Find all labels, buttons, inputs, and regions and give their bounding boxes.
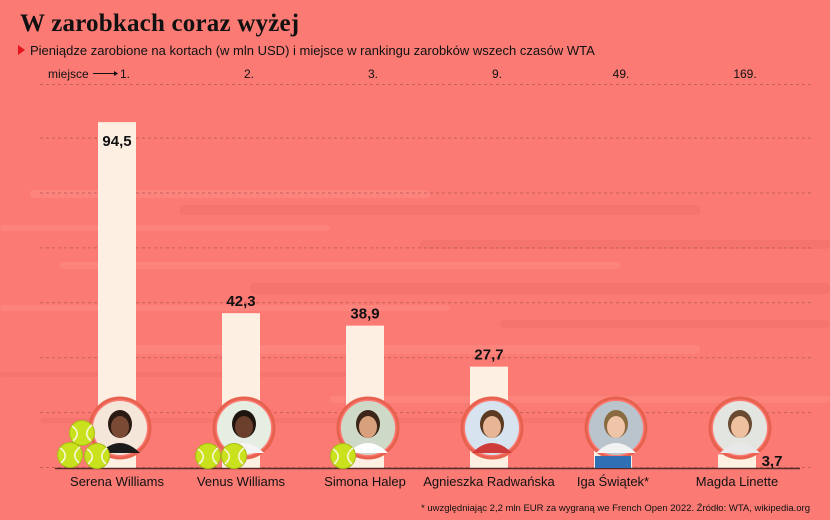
ball-seam [223, 448, 231, 465]
avatar-shirt [720, 443, 760, 453]
ball-body [57, 442, 83, 468]
texture-streak [40, 418, 600, 423]
rank-arrowhead-icon [114, 71, 118, 76]
avatar-face [731, 416, 749, 438]
venus-williams-photo [212, 396, 276, 460]
texture-streak [60, 262, 620, 269]
category-label: Magda Linette [696, 474, 778, 489]
ball-body [69, 420, 95, 446]
chart-subtitle: Pieniądze zarobione na kortach (w mln US… [30, 43, 595, 58]
tennis-ball-icon [221, 443, 247, 469]
ball-seam [211, 447, 219, 465]
ball-seam [71, 425, 79, 442]
category-label: Iga Świątek* [577, 474, 649, 489]
value-label: 94,5 [102, 133, 131, 150]
tennis-ball-icon [330, 443, 356, 469]
texture-streak [180, 205, 700, 215]
value-label: 3,7 [762, 453, 783, 470]
value-label: 38,9 [350, 306, 379, 323]
tennis-ball-icon [84, 443, 110, 469]
ball-seam [85, 424, 93, 442]
ball-body [84, 443, 110, 469]
ball-seam [237, 447, 245, 465]
avatar-shirt [100, 443, 140, 453]
chart-title: W zarobkach coraz wyżej [20, 10, 300, 37]
value-label: 42,3 [226, 293, 255, 310]
avatar-shirt [348, 443, 388, 453]
texture-streak [100, 345, 700, 354]
subtitle-marker-icon [18, 45, 25, 55]
category-label: Agnieszka Radwańska [423, 474, 555, 489]
ball-seam [59, 447, 67, 464]
texture-streak [250, 283, 830, 294]
footnote: * uwzględniając 2,2 mln EUR za wygraną w… [421, 503, 810, 514]
tennis-ball-icon [195, 443, 221, 469]
category-label: Venus Williams [197, 474, 286, 489]
rank-caption: miejsce [48, 67, 89, 81]
serena-williams-photo [88, 396, 152, 460]
tennis-ball-icon [57, 442, 83, 468]
rank-label: 3. [368, 67, 378, 81]
texture-streak [30, 190, 430, 198]
texture-streak [500, 320, 830, 328]
category-label: Simona Halep [324, 474, 406, 489]
rank-label: 9. [492, 67, 502, 81]
ball-seam [86, 448, 94, 465]
ball-seam [73, 446, 81, 464]
ball-seam [197, 448, 205, 465]
ball-body [195, 443, 221, 469]
avatar-face [235, 416, 253, 438]
avatar-shirt [596, 443, 636, 453]
avatar-shirt [472, 443, 512, 453]
ball-seam [100, 447, 108, 465]
texture-streak [420, 240, 830, 249]
category-label: Serena Williams [70, 474, 164, 489]
gridlines [40, 84, 812, 468]
rank-label: 2. [244, 67, 254, 81]
iga-swiatek-photo [584, 396, 648, 460]
agnieszka-radwanska-photo [460, 396, 524, 460]
tennis-ball-icon [69, 420, 95, 446]
avatar-face [359, 416, 377, 438]
texture-streak [0, 305, 450, 311]
avatar-face [111, 416, 129, 438]
rank-label: 1. [120, 67, 130, 81]
rank-label: 49. [613, 67, 630, 81]
ball-body [330, 443, 356, 469]
ball-seam [332, 448, 340, 465]
avatar-face [483, 416, 501, 438]
texture-streak [330, 396, 830, 403]
value-label: 27,7 [474, 347, 503, 364]
ball-seam [346, 447, 354, 465]
texture-streak [0, 372, 380, 377]
texture-streak [0, 225, 330, 231]
avatar-face [607, 416, 625, 438]
iga-base-highlight [595, 456, 631, 468]
rank-label: 169. [733, 67, 756, 81]
ball-body [221, 443, 247, 469]
magda-linette-photo [708, 396, 772, 460]
simona-halep-photo [336, 396, 400, 460]
